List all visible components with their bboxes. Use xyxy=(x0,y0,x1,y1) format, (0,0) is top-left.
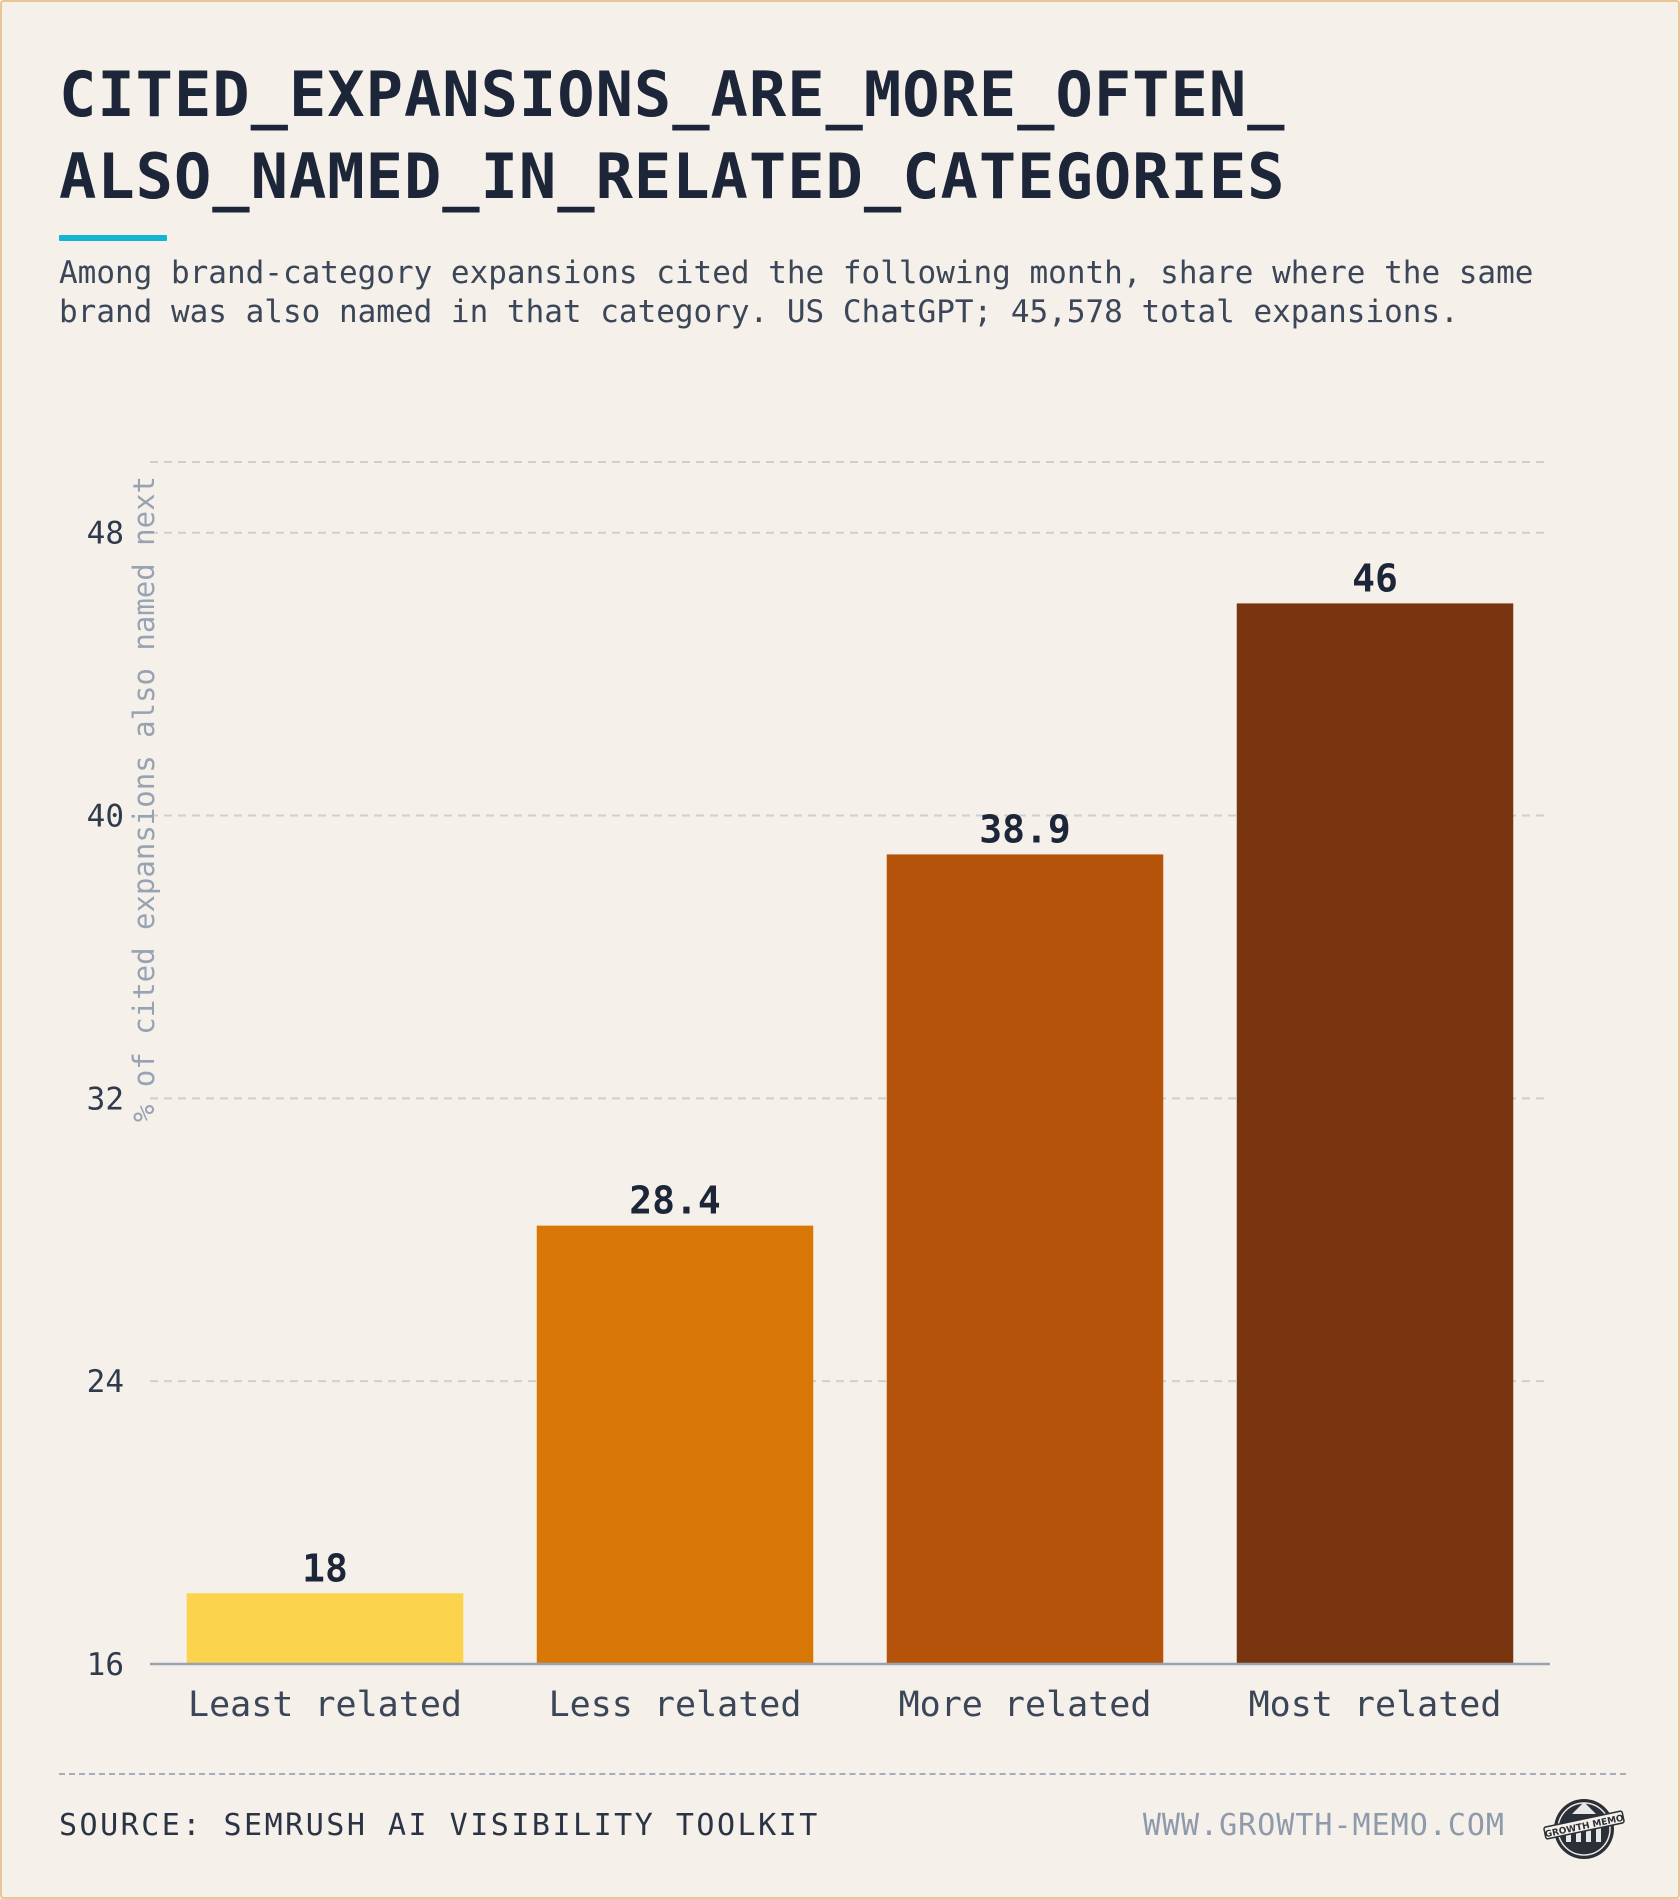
x-tick-label: Most related xyxy=(1249,1685,1502,1725)
y-tick-label: 16 xyxy=(87,1647,124,1683)
y-tick-label: 32 xyxy=(87,1081,124,1117)
bar-value-label: 28.4 xyxy=(629,1179,721,1223)
growth-memo-logo: GROWTH MEMO xyxy=(1543,1799,1625,1859)
x-tick-label: Least related xyxy=(188,1685,462,1725)
source-credit: SOURCE: SEMRUSH AI VISIBILITY TOOLKIT xyxy=(59,1808,820,1843)
y-axis-label: % of cited expansions also named next xyxy=(127,476,161,1122)
bar xyxy=(1236,603,1514,1664)
bar-chart: 18 28.4 38.9 46 16 24 32 40 48 Least related Less… xyxy=(87,461,1550,1725)
bar-value-label: 18 xyxy=(302,1546,348,1590)
chart-subtitle: Among brand-category expansions cited th… xyxy=(59,255,1534,330)
website-link[interactable]: WWW.GROWTH-MEMO.COM xyxy=(1142,1808,1505,1843)
chart-title: CITED_EXPANSIONS_ARE_MORE_OFTEN_ ALSO_NA… xyxy=(59,58,1286,213)
y-tick-label: 40 xyxy=(87,799,124,835)
title-accent-bar xyxy=(59,235,167,241)
bar xyxy=(186,1593,464,1664)
bar xyxy=(886,854,1164,1664)
bar xyxy=(536,1225,814,1664)
axes: 16 24 32 40 48 Least related Less related More … xyxy=(87,516,1550,1725)
x-tick-label: More related xyxy=(899,1685,1152,1725)
bars: 18 28.4 38.9 46 xyxy=(186,556,1514,1664)
y-tick-label: 24 xyxy=(87,1364,124,1400)
x-tick-label: Less related xyxy=(549,1685,802,1725)
bar-value-label: 46 xyxy=(1352,556,1398,600)
bar-value-label: 38.9 xyxy=(979,807,1071,851)
y-tick-label: 48 xyxy=(87,516,124,552)
footer-divider xyxy=(59,1773,1626,1775)
